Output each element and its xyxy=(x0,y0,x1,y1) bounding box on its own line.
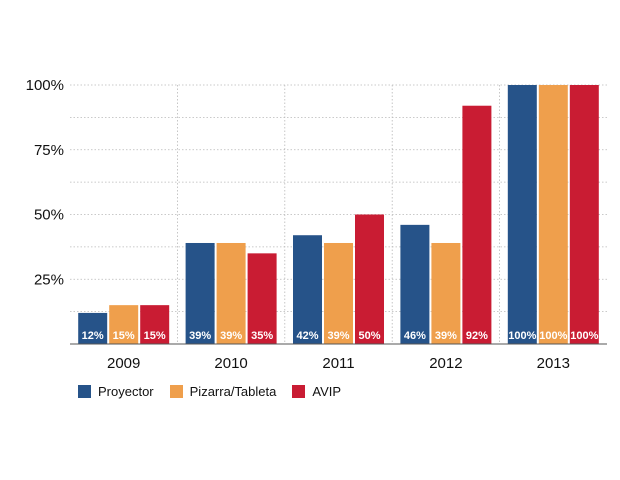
bar-pizarra-tableta-2010 xyxy=(216,242,246,344)
bar-pizarra-tableta-2011 xyxy=(324,242,353,344)
bar-pizarra-tableta-2013 xyxy=(538,85,568,344)
legend-swatch-avip xyxy=(292,385,306,398)
bar-value-label: 42% xyxy=(296,330,318,342)
bars xyxy=(78,85,599,344)
bar-avip-2012 xyxy=(462,105,492,344)
bar-value-label: 39% xyxy=(220,330,242,342)
bar-pizarra-tableta-2012 xyxy=(431,242,461,344)
bar-value-label: 100% xyxy=(570,330,598,342)
bar-avip-2010 xyxy=(247,253,277,344)
y-tick-label: 75% xyxy=(34,142,64,159)
bar-value-label: 92% xyxy=(466,330,488,342)
legend-label-proyector: Proyector xyxy=(98,384,154,399)
legend-item-pizarra-tableta: Pizarra/Tableta xyxy=(169,384,277,399)
legend-item-avip: AVIP xyxy=(292,384,341,399)
x-tick-label: 2011 xyxy=(322,355,354,372)
bar-proyector-2011 xyxy=(293,235,322,344)
legend: Proyector Pizarra/Tableta AVIP xyxy=(78,384,357,399)
axes: 25% 50% 75% 100% 2009 2010 2011 2012 2013 xyxy=(26,77,607,372)
bar-avip-2009 xyxy=(140,305,170,344)
bar-proyector-2012 xyxy=(400,224,430,344)
bar-value-label: 12% xyxy=(82,330,104,342)
bar-proyector-2009 xyxy=(78,312,108,344)
x-tick-label: 2013 xyxy=(537,355,570,372)
x-tick-label: 2012 xyxy=(429,355,462,372)
gridlines xyxy=(70,84,607,344)
y-tick-label: 50% xyxy=(34,207,64,224)
y-tick-label: 100% xyxy=(26,77,64,94)
bar-avip-2013 xyxy=(569,85,599,344)
bar-value-label: 39% xyxy=(189,330,211,342)
x-tick-label: 2010 xyxy=(214,355,247,372)
bar-value-label: 35% xyxy=(251,330,273,342)
bar-value-label: 100% xyxy=(539,330,567,342)
bar-pizarra-tableta-2009 xyxy=(109,305,139,344)
legend-item-proyector: Proyector xyxy=(78,384,154,399)
y-tick-label: 25% xyxy=(34,271,64,288)
bar-proyector-2010 xyxy=(185,242,215,344)
bar-value-label: 46% xyxy=(404,330,426,342)
bar-value-label: 100% xyxy=(508,330,536,342)
legend-swatch-pizarra-tableta xyxy=(169,385,183,398)
bar-value-label: 15% xyxy=(144,330,166,342)
legend-swatch-proyector xyxy=(78,385,91,398)
data-labels: 12% 15% 15% 39% 39% 35% 42% 39% 50% 46% 39% 92% 100%… xyxy=(82,330,599,342)
x-tick-label: 2009 xyxy=(107,355,140,372)
bar-value-label: 15% xyxy=(113,330,135,342)
bar-value-label: 50% xyxy=(358,330,380,342)
bar-avip-2011 xyxy=(355,214,384,344)
legend-label-pizarra-tableta: Pizarra/Tableta xyxy=(189,384,277,399)
bar-proyector-2013 xyxy=(507,85,537,344)
bar-value-label: 39% xyxy=(435,330,457,342)
legend-label-avip: AVIP xyxy=(312,384,342,399)
bar-value-label: 39% xyxy=(327,330,349,342)
